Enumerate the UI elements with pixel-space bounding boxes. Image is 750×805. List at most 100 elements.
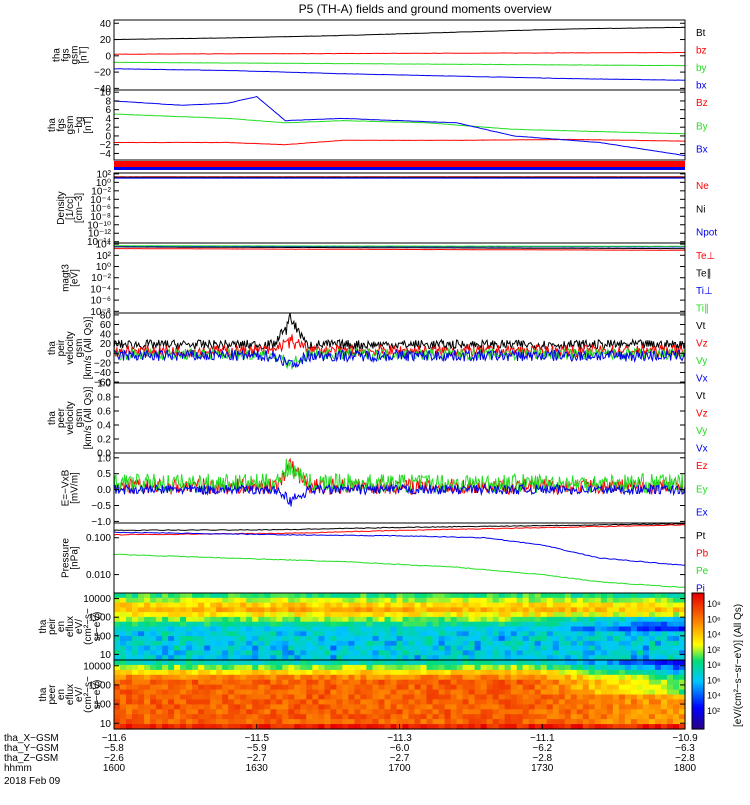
heat-cell <box>210 670 217 676</box>
heat-cell <box>306 660 313 666</box>
heat-cell <box>385 646 392 651</box>
heat-cell <box>499 714 506 720</box>
heat-cell <box>373 719 380 725</box>
heat-cell <box>132 709 139 715</box>
heat-cell <box>216 646 223 651</box>
heat-cell <box>415 622 422 627</box>
heat-cell <box>162 607 169 612</box>
heat-cell <box>156 704 163 710</box>
heat-cell <box>324 704 331 710</box>
heat-cell <box>120 695 127 701</box>
heat-cell <box>282 627 289 632</box>
legend-Bx: Bx <box>696 145 708 156</box>
heat-cell <box>439 709 446 715</box>
heat-cell <box>667 665 674 671</box>
heat-cell <box>222 636 229 641</box>
heat-cell <box>475 603 482 608</box>
heat-cell <box>499 641 506 646</box>
heat-cell <box>601 670 608 676</box>
heat-cell <box>348 593 355 598</box>
series-Pi <box>114 532 685 565</box>
heat-cell <box>342 636 349 641</box>
heat-cell <box>168 607 175 612</box>
heat-cell <box>330 660 337 666</box>
heat-cell <box>330 593 337 598</box>
heat-cell <box>379 636 386 641</box>
heat-cell <box>565 617 572 622</box>
heat-cell <box>523 704 530 710</box>
heat-cell <box>288 598 295 603</box>
heat-cell <box>282 699 289 705</box>
heat-cell <box>186 612 193 617</box>
heat-cell <box>625 670 632 676</box>
heat-cell <box>150 680 157 686</box>
heat-cell <box>348 646 355 651</box>
heat-cell <box>120 714 127 720</box>
heat-cell <box>168 603 175 608</box>
heat-cell <box>126 670 133 676</box>
heat-cell <box>276 685 283 691</box>
heat-cell <box>529 690 536 696</box>
heat-cell <box>661 646 668 651</box>
heat-cell <box>547 646 554 651</box>
heat-cell <box>312 598 319 603</box>
heat-cell <box>234 714 241 720</box>
heat-cell <box>174 709 181 715</box>
heat-cell <box>312 646 319 651</box>
heat-cell <box>150 607 157 612</box>
heat-cell <box>138 607 145 612</box>
heat-cell <box>391 719 398 725</box>
heat-cell <box>198 709 205 715</box>
heat-cell <box>210 660 217 666</box>
heat-cell <box>445 641 452 646</box>
panel-frame <box>114 383 685 453</box>
heat-cell <box>336 607 343 612</box>
panel-frame <box>114 90 685 160</box>
heat-cell <box>240 622 247 627</box>
heat-cell <box>655 622 662 627</box>
heat-cell <box>583 627 590 632</box>
heat-cell <box>379 680 386 686</box>
heat-cell <box>174 714 181 720</box>
heat-cell <box>637 660 644 666</box>
heat-cell <box>553 627 560 632</box>
heat-cell <box>673 598 680 603</box>
heat-cell <box>204 670 211 676</box>
heat-cell <box>631 695 638 701</box>
heat-cell <box>397 593 404 598</box>
heat-cell <box>360 622 367 627</box>
heat-cell <box>661 719 668 725</box>
heat-cell <box>270 593 277 598</box>
heat-cell <box>577 622 584 627</box>
heat-cell <box>511 709 518 715</box>
heat-cell <box>174 627 181 632</box>
heat-cell <box>210 641 217 646</box>
heat-cell <box>264 719 271 725</box>
heat-cell <box>144 593 151 598</box>
heat-cell <box>445 660 452 666</box>
heat-cell <box>198 627 205 632</box>
heat-cell <box>655 607 662 612</box>
heat-cell <box>246 704 253 710</box>
heat-cell <box>354 704 361 710</box>
heat-cell <box>264 704 271 710</box>
heat-cell <box>258 685 265 691</box>
heat-cell <box>300 603 307 608</box>
heat-cell <box>445 714 452 720</box>
heat-cell <box>403 603 410 608</box>
heat-cell <box>589 665 596 671</box>
heat-cell <box>487 660 494 666</box>
heat-cell <box>204 641 211 646</box>
heat-cell <box>234 650 241 655</box>
ytick-label: 10² <box>97 251 112 262</box>
heat-cell <box>330 704 337 710</box>
heat-cell <box>631 690 638 696</box>
heat-cell <box>451 704 458 710</box>
heat-cell <box>276 650 283 655</box>
heat-cell <box>138 704 145 710</box>
heat-cell <box>637 714 644 720</box>
heat-cell <box>493 695 500 701</box>
heat-cell <box>601 695 608 701</box>
heat-cell <box>318 660 325 666</box>
